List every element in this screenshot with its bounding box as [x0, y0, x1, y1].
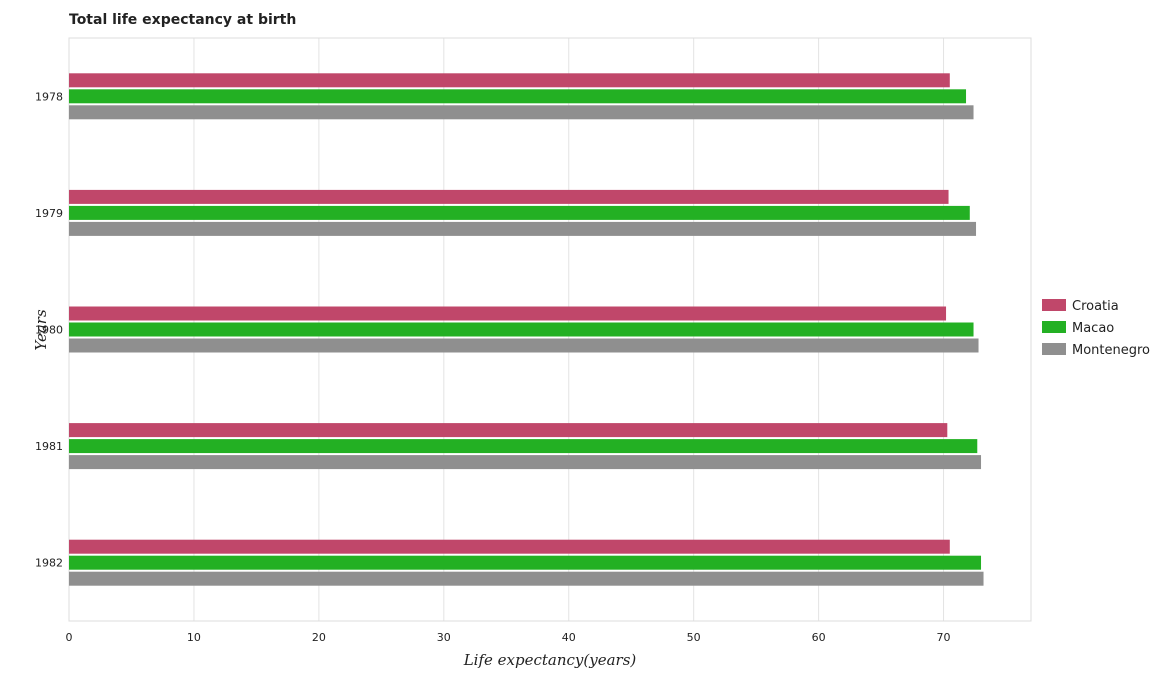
chart-title: Total life expectancy at birth	[69, 12, 296, 28]
y-axis-label: Years	[32, 309, 50, 351]
y-tick-labels: 1978 1979 1980 1981 1982	[35, 90, 63, 569]
bar-montenegro-1979	[69, 221, 977, 236]
bar-croatia-1979	[69, 189, 949, 204]
bar-croatia-1981	[69, 423, 948, 438]
x-tick-0: 0	[66, 631, 73, 644]
legend-label-montenegro: Montenegro	[1072, 343, 1150, 358]
bar-montenegro-1978	[69, 105, 974, 120]
bar-croatia-1982	[69, 539, 950, 554]
x-tick-labels: 0 10 20 30 40 50 60 70	[66, 631, 951, 644]
bar-montenegro-1981	[69, 455, 982, 470]
bar-croatia-1980	[69, 306, 947, 321]
legend-label-croatia: Croatia	[1072, 299, 1119, 314]
x-tick-50: 50	[687, 631, 701, 644]
legend-label-macao: Macao	[1072, 321, 1114, 336]
bar-macao-1981	[69, 439, 978, 454]
bar-macao-1982	[69, 555, 982, 570]
legend-swatch-macao	[1042, 321, 1066, 333]
x-tick-30: 30	[437, 631, 451, 644]
bars-group	[69, 73, 984, 586]
y-tick-1980: 1980	[35, 324, 63, 337]
legend-swatch-croatia	[1042, 299, 1066, 311]
y-tick-1978: 1978	[35, 90, 63, 103]
x-tick-70: 70	[937, 631, 951, 644]
x-tick-40: 40	[562, 631, 576, 644]
legend: Croatia Macao Montenegro	[1042, 299, 1150, 358]
x-tick-10: 10	[187, 631, 201, 644]
y-tick-1979: 1979	[35, 207, 63, 220]
bar-macao-1980	[69, 322, 974, 337]
bar-montenegro-1982	[69, 571, 984, 586]
bar-montenegro-1980	[69, 338, 979, 353]
y-tick-1982: 1982	[35, 557, 63, 570]
bar-macao-1979	[69, 205, 970, 220]
bar-croatia-1978	[69, 73, 950, 88]
legend-swatch-montenegro	[1042, 343, 1066, 355]
y-tick-1981: 1981	[35, 440, 63, 453]
x-tick-20: 20	[312, 631, 326, 644]
x-axis-label: Life expectancy(years)	[463, 651, 637, 669]
x-tick-60: 60	[812, 631, 826, 644]
bar-macao-1978	[69, 89, 967, 104]
